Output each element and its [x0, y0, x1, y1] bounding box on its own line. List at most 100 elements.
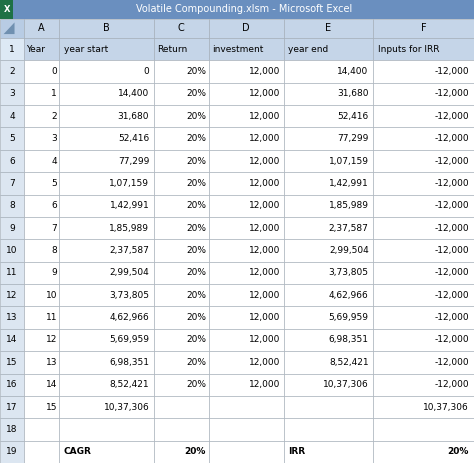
Text: 9: 9 [51, 269, 57, 277]
Text: -12,000: -12,000 [434, 112, 469, 121]
Bar [373, 194, 474, 217]
Bar [24, 418, 59, 441]
Bar [373, 262, 474, 284]
Bar [24, 262, 59, 284]
Bar [24, 60, 59, 83]
Text: 20%: 20% [186, 358, 206, 367]
Text: 1,42,991: 1,42,991 [329, 179, 369, 188]
Bar [0, 396, 24, 418]
Bar [284, 172, 373, 194]
Bar [284, 105, 373, 127]
Text: 20%: 20% [186, 313, 206, 322]
Bar [373, 351, 474, 374]
Bar [24, 374, 59, 396]
Text: 1,42,991: 1,42,991 [109, 201, 149, 210]
Text: 31,680: 31,680 [337, 89, 369, 99]
Text: 15: 15 [46, 402, 57, 412]
Text: 17: 17 [6, 402, 18, 412]
Text: 13: 13 [6, 313, 18, 322]
Text: 12,000: 12,000 [248, 179, 280, 188]
Text: D: D [242, 23, 250, 33]
Bar [154, 329, 209, 351]
Bar [154, 284, 209, 307]
Text: 10,37,306: 10,37,306 [103, 402, 149, 412]
Bar [209, 127, 284, 150]
Bar [284, 150, 373, 172]
Bar [59, 19, 154, 38]
Text: 20%: 20% [186, 246, 206, 255]
Bar [24, 329, 59, 351]
Bar [284, 38, 373, 60]
Bar [373, 441, 474, 463]
Bar [59, 194, 154, 217]
Bar [154, 60, 209, 83]
Bar [24, 127, 59, 150]
Bar [24, 396, 59, 418]
Text: 6,98,351: 6,98,351 [328, 336, 369, 344]
Bar [373, 418, 474, 441]
Bar [284, 262, 373, 284]
Bar [154, 307, 209, 329]
Bar [59, 239, 154, 262]
Bar [59, 105, 154, 127]
Text: 31,680: 31,680 [118, 112, 149, 121]
Text: 20%: 20% [186, 291, 206, 300]
Bar [154, 262, 209, 284]
Bar [0, 329, 24, 351]
Text: 3,73,805: 3,73,805 [328, 269, 369, 277]
Bar [373, 217, 474, 239]
Bar [24, 150, 59, 172]
Text: 2,37,587: 2,37,587 [109, 246, 149, 255]
Text: A: A [38, 23, 45, 33]
Bar [154, 418, 209, 441]
Bar [59, 307, 154, 329]
Bar [0, 418, 24, 441]
Text: 19: 19 [6, 447, 18, 457]
Bar [284, 418, 373, 441]
Bar [209, 83, 284, 105]
Text: 15: 15 [6, 358, 18, 367]
Bar [59, 83, 154, 105]
Text: year end: year end [288, 44, 328, 54]
Bar [209, 239, 284, 262]
Bar [59, 284, 154, 307]
Bar [209, 172, 284, 194]
Text: 12,000: 12,000 [248, 89, 280, 99]
Text: -12,000: -12,000 [434, 358, 469, 367]
Text: 2: 2 [9, 67, 15, 76]
Polygon shape [4, 22, 15, 34]
Bar [209, 60, 284, 83]
Text: -12,000: -12,000 [434, 246, 469, 255]
Text: 3: 3 [9, 89, 15, 99]
Bar [284, 351, 373, 374]
Text: -12,000: -12,000 [434, 156, 469, 165]
Text: 12,000: 12,000 [248, 201, 280, 210]
Bar [59, 60, 154, 83]
Bar [0, 19, 24, 38]
Bar [59, 441, 154, 463]
Text: 12,000: 12,000 [248, 291, 280, 300]
Text: 14: 14 [46, 380, 57, 389]
Bar [284, 217, 373, 239]
Bar [24, 239, 59, 262]
Bar [24, 38, 59, 60]
Bar [373, 38, 474, 60]
Bar [209, 194, 284, 217]
Text: 20%: 20% [186, 224, 206, 232]
Bar [154, 105, 209, 127]
Text: CAGR: CAGR [64, 447, 91, 457]
Bar [209, 262, 284, 284]
Text: 6: 6 [9, 156, 15, 165]
Text: -12,000: -12,000 [434, 179, 469, 188]
Text: 4,62,966: 4,62,966 [109, 313, 149, 322]
Bar [24, 217, 59, 239]
Bar [209, 307, 284, 329]
Bar [373, 172, 474, 194]
Text: 1: 1 [51, 89, 57, 99]
Text: -12,000: -12,000 [434, 380, 469, 389]
Text: 8: 8 [9, 201, 15, 210]
Text: 16: 16 [6, 380, 18, 389]
Bar [0, 83, 24, 105]
Bar [209, 374, 284, 396]
Text: 6,98,351: 6,98,351 [109, 358, 149, 367]
